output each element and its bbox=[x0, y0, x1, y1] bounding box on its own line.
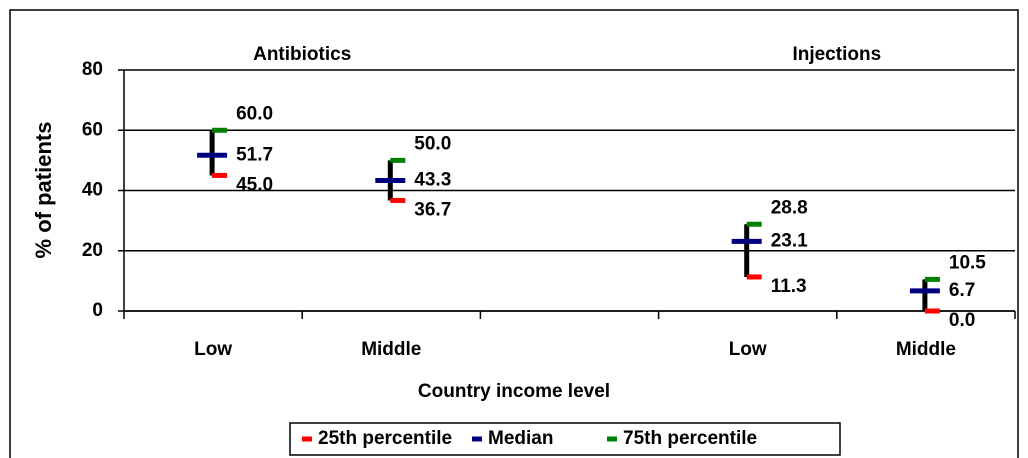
value-label: 23.1 bbox=[771, 230, 808, 251]
value-label: 36.7 bbox=[414, 199, 451, 220]
value-label: 28.8 bbox=[771, 197, 808, 218]
x-tick-label: Middle bbox=[896, 339, 956, 360]
y-tick-label: 20 bbox=[82, 240, 103, 261]
group-label: Antibiotics bbox=[253, 44, 351, 65]
value-label: 43.3 bbox=[414, 170, 451, 191]
x-axis-title: Country income level bbox=[418, 381, 610, 402]
legend-label: 75th percentile bbox=[623, 428, 757, 449]
x-tick-label: Low bbox=[194, 339, 232, 360]
legend-box bbox=[289, 422, 841, 456]
value-label: 60.0 bbox=[236, 103, 273, 124]
chart-frame bbox=[9, 9, 1019, 458]
y-tick-label: 0 bbox=[92, 300, 103, 321]
value-label: 6.7 bbox=[949, 280, 975, 301]
value-label: 0.0 bbox=[949, 310, 975, 331]
y-axis-title: % of patients bbox=[31, 122, 56, 259]
y-tick-label: 80 bbox=[82, 59, 103, 80]
value-label: 51.7 bbox=[236, 144, 273, 165]
y-tick-label: 60 bbox=[82, 119, 103, 140]
legend-label: Median bbox=[488, 428, 553, 449]
value-label: 10.5 bbox=[949, 252, 986, 273]
value-label: 50.0 bbox=[414, 133, 451, 154]
group-label: Injections bbox=[792, 44, 881, 65]
value-label: 11.3 bbox=[771, 276, 807, 297]
x-tick-label: Middle bbox=[361, 339, 421, 360]
legend-label: 25th percentile bbox=[318, 428, 452, 449]
value-label: 45.0 bbox=[236, 174, 273, 195]
y-tick-label: 40 bbox=[82, 180, 103, 201]
x-tick-label: Low bbox=[729, 339, 767, 360]
